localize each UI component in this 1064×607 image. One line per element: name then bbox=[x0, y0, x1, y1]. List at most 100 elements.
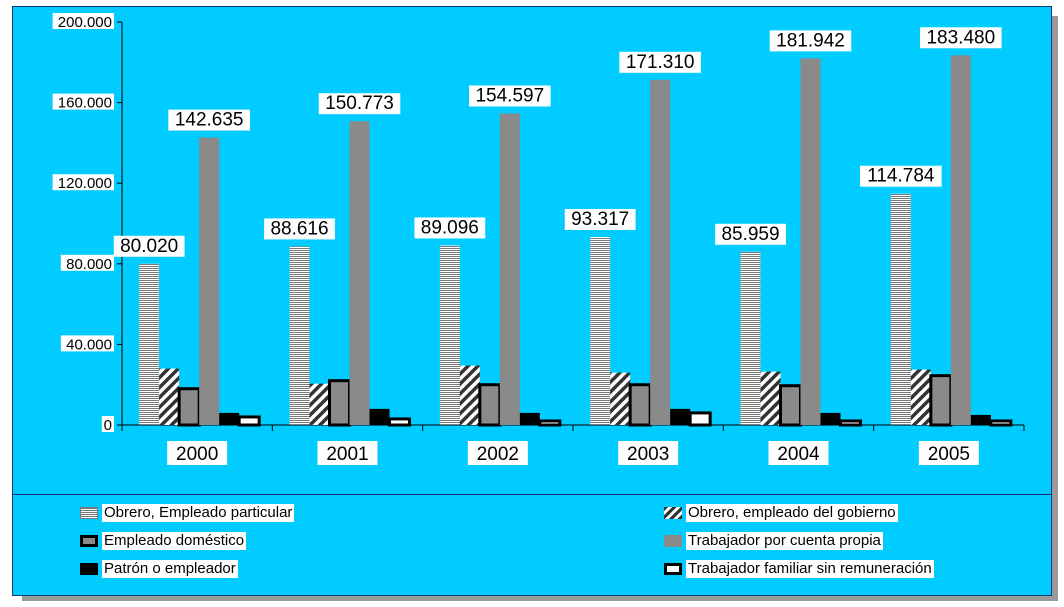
bar-2002-series-2 bbox=[478, 383, 502, 427]
value-label-bg bbox=[860, 165, 942, 187]
y-tick-label: 200.000 bbox=[58, 14, 112, 31]
y-tick-label: 120.000 bbox=[58, 175, 112, 192]
x-tick-label-bg bbox=[467, 441, 528, 465]
bar-2004-series-1 bbox=[760, 371, 781, 425]
legend-separator bbox=[12, 494, 1052, 495]
bar-2005-series-4 bbox=[970, 414, 991, 425]
bar-2004-series-3 bbox=[800, 58, 821, 425]
x-tick-label-2001: 2001 bbox=[326, 444, 368, 465]
value-label-2001-series-0: 88.616 bbox=[270, 218, 328, 239]
value-label-bg bbox=[318, 93, 401, 115]
legend-item-2: Empleado doméstico bbox=[80, 532, 247, 550]
y-tick-label-bg bbox=[101, 416, 114, 432]
legend-swatch bbox=[80, 535, 98, 547]
legend-label: Obrero, Empleado particular bbox=[102, 504, 295, 522]
x-tick-label-bg bbox=[768, 441, 829, 465]
legend-swatch bbox=[80, 563, 98, 575]
x-tick-label-bg bbox=[317, 441, 378, 465]
value-label-2003-series-3: 171.310 bbox=[626, 52, 695, 73]
x-tick-label-2000: 2000 bbox=[176, 444, 218, 465]
y-tick-label: 160.000 bbox=[58, 95, 112, 112]
bar-2002-series-3 bbox=[499, 113, 520, 425]
bar-2001-series-5 bbox=[388, 417, 411, 427]
bar-2000-series-0 bbox=[139, 263, 160, 425]
bar-2000-series-2 bbox=[177, 387, 201, 427]
x-tick-label-2005: 2005 bbox=[928, 444, 970, 465]
value-label-2005-series-0: 114.784 bbox=[867, 166, 935, 187]
bar-2003-series-4 bbox=[670, 408, 691, 425]
value-label-2004-series-0: 85.959 bbox=[721, 224, 779, 245]
value-label-bg bbox=[469, 85, 551, 107]
legend-label: Empleado doméstico bbox=[102, 532, 247, 550]
legend-swatch bbox=[664, 535, 682, 547]
legend-item-3: Trabajador por cuenta propia bbox=[664, 532, 883, 550]
bar-2001-series-4 bbox=[369, 408, 390, 425]
y-tick-label-bg bbox=[60, 335, 114, 352]
value-label-2002-series-3: 154.597 bbox=[475, 85, 544, 106]
bar-2005-series-0 bbox=[890, 193, 911, 425]
bar-2000-series-4 bbox=[219, 412, 240, 425]
x-tick-label-2004: 2004 bbox=[777, 444, 820, 465]
bar-2004-series-4 bbox=[820, 412, 841, 425]
value-label-bg bbox=[414, 217, 486, 239]
y-tick-label-bg bbox=[52, 174, 114, 191]
x-tick-label-bg bbox=[918, 441, 979, 465]
value-label-2000-series-3: 142.635 bbox=[175, 110, 244, 131]
x-tick-label-2003: 2003 bbox=[627, 444, 669, 465]
bar-2001-series-2 bbox=[328, 379, 351, 427]
x-tick-label-bg bbox=[167, 441, 228, 465]
legend-item-0: Obrero, Empleado particular bbox=[80, 504, 295, 522]
bar-2001-series-1 bbox=[309, 383, 330, 425]
bar-2003-series-0 bbox=[590, 236, 611, 425]
legend: Obrero, Empleado particular Obrero, emple… bbox=[12, 494, 1052, 596]
y-tick-label: 40.000 bbox=[66, 336, 112, 353]
value-label-bg bbox=[264, 218, 335, 240]
bar-2000-series-3 bbox=[199, 137, 220, 426]
value-label-bg bbox=[168, 109, 250, 131]
bar-2003-series-2 bbox=[628, 383, 652, 427]
legend-swatch bbox=[664, 507, 682, 519]
x-tick-label-bg bbox=[618, 441, 679, 465]
y-tick-label-bg bbox=[60, 254, 114, 271]
value-label-2005-series-3: 183.480 bbox=[926, 27, 995, 48]
bar-2004-series-5 bbox=[839, 419, 862, 427]
legend-item-1: Obrero, empleado del gobierno bbox=[664, 504, 898, 522]
y-tick-label-bg bbox=[52, 93, 114, 110]
value-label-bg bbox=[715, 223, 786, 245]
legend-swatch bbox=[664, 563, 682, 575]
value-label-bg bbox=[769, 30, 852, 52]
legend-item-5: Trabajador familiar sin remuneración bbox=[664, 560, 934, 578]
bar-2005-series-3 bbox=[950, 55, 971, 425]
bar-2004-series-2 bbox=[779, 384, 802, 427]
value-label-2004-series-3: 181.942 bbox=[776, 30, 845, 51]
x-tick-label-2002: 2002 bbox=[477, 444, 519, 465]
value-label-bg bbox=[113, 235, 185, 257]
bar-2001-series-3 bbox=[349, 121, 370, 425]
legend-label: Obrero, empleado del gobierno bbox=[686, 504, 898, 522]
bar-2003-series-3 bbox=[650, 79, 671, 425]
bar-2003-series-5 bbox=[688, 411, 712, 427]
bar-2002-series-5 bbox=[538, 419, 562, 427]
bar-2002-series-1 bbox=[459, 365, 480, 425]
legend-label: Trabajador familiar sin remuneración bbox=[686, 560, 934, 578]
bar-2000-series-5 bbox=[237, 415, 261, 427]
legend-item-4: Patrón o empleador bbox=[80, 560, 238, 578]
legend-label: Trabajador por cuenta propia bbox=[686, 532, 883, 550]
value-label-2000-series-0: 80.020 bbox=[120, 236, 178, 257]
bar-2005-series-2 bbox=[929, 374, 953, 427]
value-label-2001-series-3: 150.773 bbox=[325, 93, 394, 114]
value-label-bg bbox=[920, 27, 1002, 49]
y-tick-label: 0 bbox=[104, 417, 112, 434]
value-label-bg bbox=[619, 51, 701, 73]
value-label-2002-series-0: 89.096 bbox=[421, 217, 479, 238]
y-tick-label: 80.000 bbox=[66, 256, 112, 273]
value-label-2003-series-0: 93.317 bbox=[571, 209, 629, 230]
bar-2005-series-1 bbox=[910, 369, 931, 425]
bar-2002-series-0 bbox=[439, 245, 460, 425]
bar-2000-series-1 bbox=[159, 368, 180, 425]
y-tick-label-bg bbox=[52, 13, 114, 29]
bar-2004-series-0 bbox=[740, 251, 761, 425]
bar-2001-series-0 bbox=[289, 246, 310, 425]
value-label-bg bbox=[564, 208, 636, 230]
